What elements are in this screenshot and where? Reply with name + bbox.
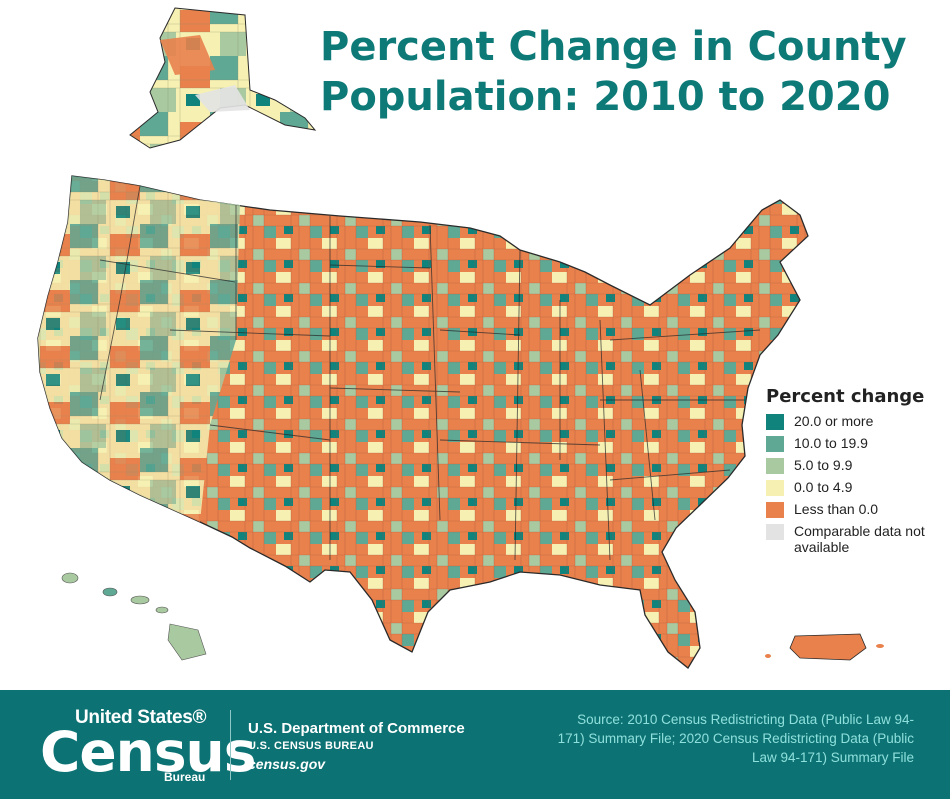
map-legend: Percent change 20.0 or more 10.0 to 19.9… bbox=[766, 386, 946, 565]
legend-swatch bbox=[766, 502, 784, 518]
logo-bureau: Bureau bbox=[164, 770, 206, 784]
legend-label: Comparable data not available bbox=[794, 523, 925, 555]
logo-census: Census bbox=[40, 720, 256, 784]
source-note: Source: 2010 Census Redistricting Data (… bbox=[557, 712, 914, 765]
footer-bar: United States® Census Bureau U.S. Depart… bbox=[0, 690, 950, 799]
legend-label: 5.0 to 9.9 bbox=[794, 457, 853, 473]
legend-swatch bbox=[766, 436, 784, 452]
legend-title: Percent change bbox=[766, 386, 925, 407]
legend-item-5-to-9: 5.0 to 9.9 bbox=[766, 457, 946, 479]
legend-label: 0.0 to 4.9 bbox=[794, 479, 853, 495]
legend-swatch bbox=[766, 524, 784, 540]
legend-swatch bbox=[766, 480, 784, 496]
legend-label: 20.0 or more bbox=[794, 413, 874, 429]
legend-item-20-plus: 20.0 or more bbox=[766, 413, 946, 435]
legend-item-not-available: Comparable data not available bbox=[766, 523, 946, 565]
legend-label: Less than 0.0 bbox=[794, 501, 879, 517]
map-title: Percent Change in County Population: 201… bbox=[320, 24, 907, 120]
legend-swatch bbox=[766, 414, 784, 430]
puerto-rico-shape bbox=[789, 633, 867, 661]
legend-item-0-to-4: 0.0 to 4.9 bbox=[766, 479, 946, 501]
state-boundaries bbox=[99, 185, 761, 561]
logo-united-states: United States® bbox=[75, 707, 207, 728]
legend-label: 10.0 to 19.9 bbox=[794, 435, 868, 451]
legend-swatch bbox=[766, 458, 784, 474]
footer-divider bbox=[230, 710, 231, 780]
department-name: U.S. Department of Commerce bbox=[248, 720, 465, 737]
hawaii-shape bbox=[61, 572, 207, 661]
legend-item-less-than-0: Less than 0.0 bbox=[766, 501, 946, 523]
county-population-map bbox=[37, 7, 884, 669]
website-link[interactable]: census.gov bbox=[248, 756, 326, 772]
western-region-shade bbox=[38, 176, 240, 522]
alaska-shape bbox=[129, 7, 317, 149]
legend-item-10-to-19: 10.0 to 19.9 bbox=[766, 435, 946, 457]
bureau-name: U.S. CENSUS BUREAU bbox=[248, 740, 374, 752]
